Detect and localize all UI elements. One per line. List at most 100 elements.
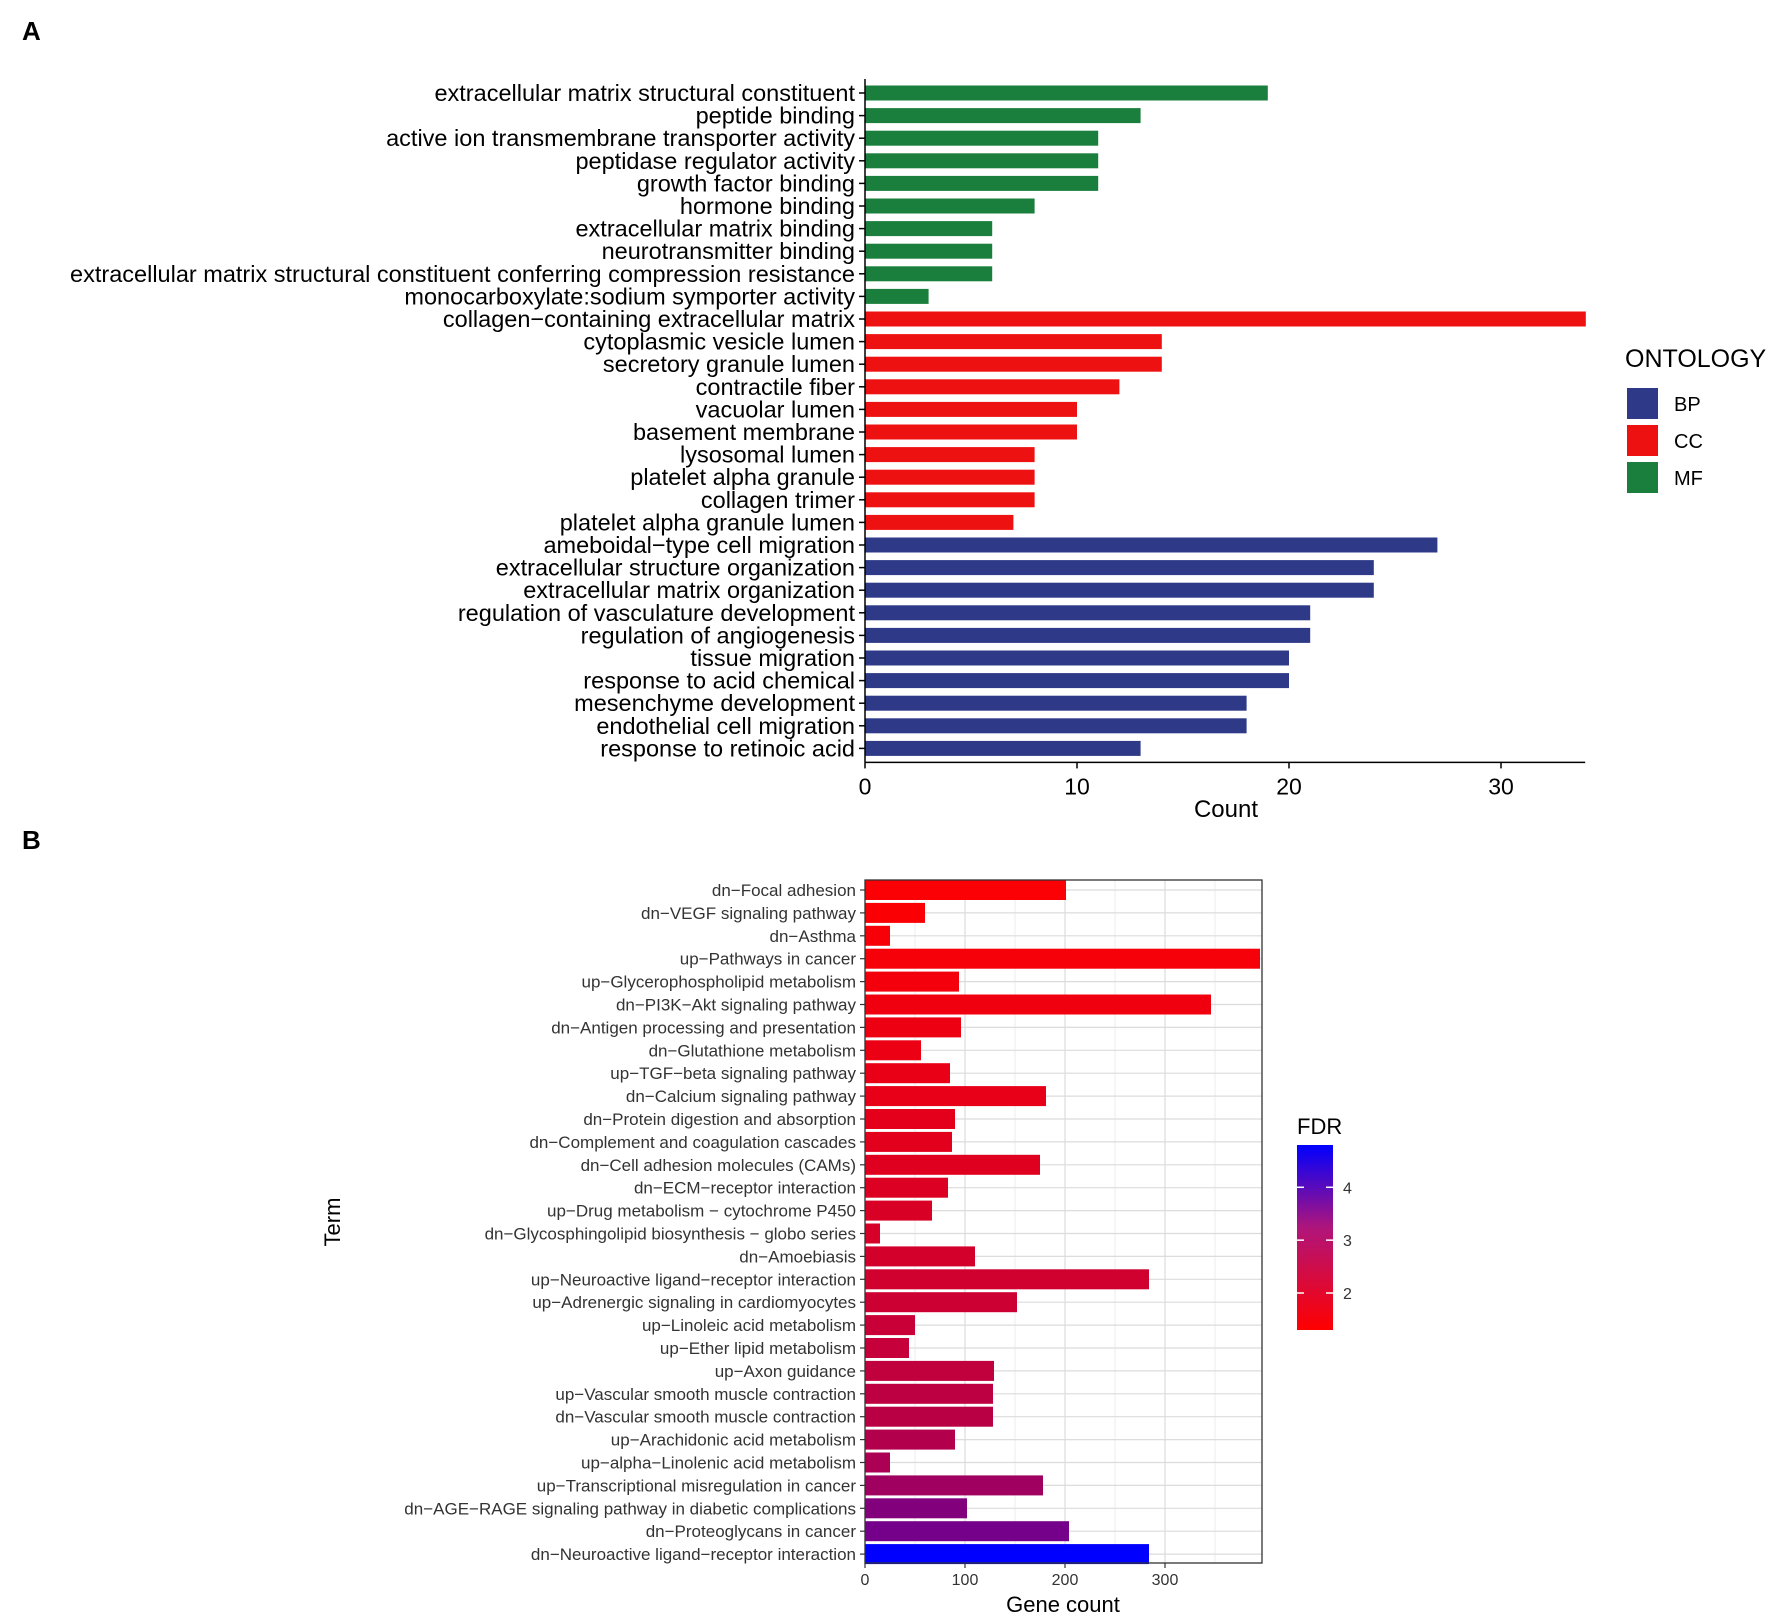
bar — [865, 108, 1141, 124]
x-axis-title: Count — [1194, 796, 1258, 823]
term-label: dn−PI3K−Akt signaling pathway — [616, 996, 857, 1015]
bar — [865, 401, 1077, 417]
term-label: up−Axon guidance — [715, 1362, 856, 1381]
term-label: dn−AGE−RAGE signaling pathway in diabeti… — [404, 1499, 856, 1518]
term-label: up−Pathways in cancer — [680, 950, 857, 969]
legend-title: ONTOLOGY — [1625, 345, 1767, 373]
term-label: ameboidal−type cell migration — [543, 532, 855, 558]
bar — [865, 1315, 915, 1336]
term-label: hormone binding — [680, 193, 855, 219]
bar — [865, 1269, 1149, 1290]
bar — [865, 1475, 1043, 1496]
bar — [865, 492, 1035, 508]
term-label: contractile fiber — [696, 374, 856, 400]
colorbar-title: FDR — [1297, 1114, 1342, 1139]
panel-a-label: A — [22, 16, 41, 46]
term-label: dn−Proteoglycans in cancer — [646, 1522, 857, 1541]
term-label: active ion transmembrane transporter act… — [386, 125, 855, 151]
bar — [865, 1383, 993, 1404]
bar — [865, 379, 1120, 395]
bar — [865, 175, 1099, 191]
bar — [865, 1498, 967, 1519]
term-label: endothelial cell migration — [596, 713, 855, 739]
term-label: dn−Neuroactive ligand−receptor interacti… — [531, 1545, 856, 1564]
bar — [865, 1544, 1149, 1565]
bar — [865, 1200, 932, 1221]
bar — [865, 266, 993, 282]
term-label: up−Adrenergic signaling in cardiomyocyte… — [532, 1293, 856, 1312]
bar — [865, 288, 929, 304]
bar — [865, 243, 993, 259]
term-label: platelet alpha granule lumen — [560, 509, 855, 535]
term-label: extracellular structure organization — [496, 555, 855, 581]
term-label: peptide binding — [696, 103, 855, 129]
bar — [865, 130, 1099, 146]
term-label: dn−VEGF signaling pathway — [641, 904, 856, 923]
colorbar-tick-label: 4 — [1343, 1180, 1352, 1197]
term-label: vacuolar lumen — [696, 396, 855, 422]
bar — [865, 1177, 948, 1198]
y-axis-title: Term — [320, 1198, 345, 1247]
bar — [865, 560, 1374, 576]
panel-b-label: B — [22, 825, 41, 855]
bar — [865, 334, 1162, 350]
term-label: dn−Amoebiasis — [739, 1247, 856, 1266]
bar — [865, 447, 1035, 463]
legend-swatch — [1627, 425, 1658, 456]
legend-label: MF — [1674, 468, 1703, 490]
legend-swatch — [1627, 388, 1658, 419]
term-label: extracellular matrix binding — [575, 216, 855, 242]
term-label: up−Transcriptional misregulation in canc… — [537, 1476, 857, 1495]
bar — [865, 1063, 950, 1084]
term-label: dn−Focal adhesion — [712, 881, 856, 900]
bar — [865, 605, 1311, 621]
term-label: up−Drug metabolism − cytochrome P450 — [547, 1202, 856, 1221]
term-label: extracellular matrix structural constitu… — [434, 80, 855, 106]
x-tick-label: 0 — [861, 1572, 870, 1589]
bar — [865, 1017, 961, 1038]
x-axis-title: Gene count — [1006, 1592, 1120, 1617]
bar — [865, 1521, 1069, 1542]
bar — [865, 311, 1586, 327]
term-label: dn−Glutathione metabolism — [649, 1041, 856, 1060]
x-tick-label: 0 — [859, 773, 872, 799]
x-tick-label: 10 — [1064, 773, 1090, 799]
bar — [865, 198, 1035, 214]
x-tick-label: 20 — [1276, 773, 1302, 799]
bar — [865, 902, 925, 923]
bar — [865, 1154, 1040, 1175]
term-label: extracellular matrix organization — [523, 577, 855, 603]
term-label: lysosomal lumen — [680, 442, 855, 468]
term-label: up−Vascular smooth muscle contraction — [555, 1385, 856, 1404]
bar — [865, 971, 959, 992]
bar — [865, 925, 890, 946]
term-label: collagen trimer — [701, 487, 855, 513]
bar — [865, 1429, 955, 1450]
x-tick-label: 200 — [1052, 1572, 1079, 1589]
x-tick-label: 300 — [1152, 1572, 1179, 1589]
term-label: basement membrane — [633, 419, 855, 445]
colorbar-tick-label: 3 — [1343, 1233, 1352, 1250]
term-label: collagen−containing extracellular matrix — [443, 306, 855, 332]
term-label: up−Linoleic acid metabolism — [642, 1316, 856, 1335]
term-label: monocarboxylate:sodium symporter activit… — [404, 283, 855, 309]
bar — [865, 718, 1247, 734]
term-label: dn−Protein digestion and absorption — [583, 1110, 856, 1129]
bar — [865, 514, 1014, 530]
term-label: dn−Cell adhesion molecules (CAMs) — [581, 1156, 856, 1175]
bar — [865, 1360, 994, 1381]
term-label: regulation of angiogenesis — [581, 622, 855, 648]
term-label: dn−Complement and coagulation cascades — [529, 1133, 856, 1152]
term-label: secretory granule lumen — [603, 351, 855, 377]
bar — [865, 948, 1260, 969]
bar — [865, 695, 1247, 711]
colorbar — [1297, 1145, 1333, 1330]
term-label: platelet alpha granule — [630, 464, 855, 490]
bar — [865, 880, 1066, 900]
bar — [865, 650, 1289, 666]
term-label: extracellular matrix structural constitu… — [70, 261, 855, 287]
term-label: growth factor binding — [637, 170, 855, 196]
bar — [865, 469, 1035, 485]
bar — [865, 1338, 909, 1358]
